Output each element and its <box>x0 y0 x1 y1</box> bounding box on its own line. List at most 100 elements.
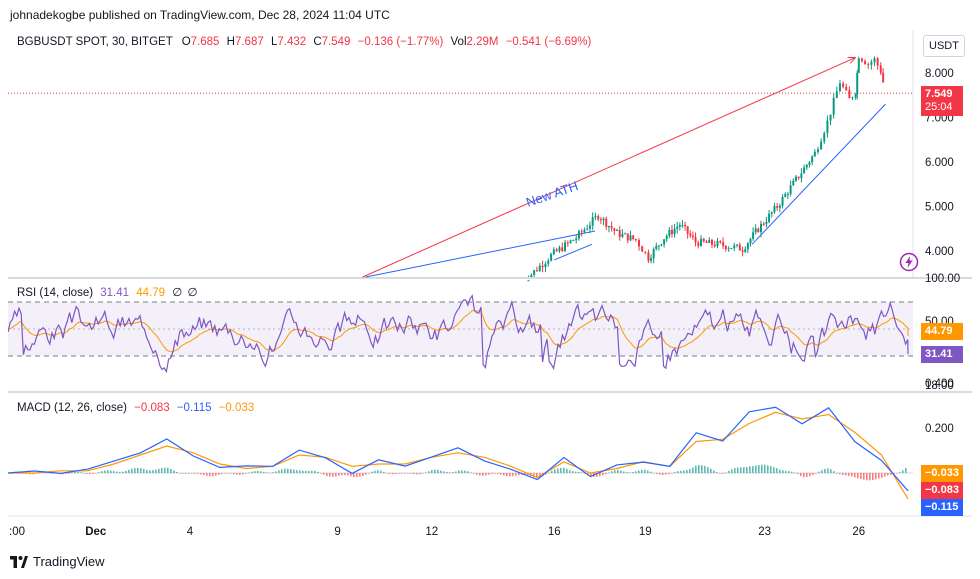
macd-hist-bar <box>158 468 160 473</box>
macd-hist-bar <box>695 465 697 473</box>
macd-hist-bar <box>407 473 409 474</box>
candle-body <box>752 232 755 239</box>
macd-hist-bar <box>371 471 373 473</box>
candle-body <box>800 173 803 179</box>
time-tick-label: 4 <box>187 526 194 538</box>
macd-hist-bar <box>698 464 700 473</box>
macd-hist-bar <box>329 473 331 477</box>
rsi-tick-label: 18.00 <box>925 380 954 392</box>
candle-body <box>535 270 538 272</box>
macd-hist-bar <box>257 470 259 473</box>
macd-hist-bar <box>563 467 565 473</box>
macd-hist-bar <box>272 472 274 473</box>
macd-hist-bar <box>137 467 139 473</box>
candle-body <box>550 254 553 261</box>
macd-hist-bar <box>536 473 538 479</box>
candle-body <box>530 274 533 277</box>
rsi-legend[interactable]: RSI (14, close) 31.41 44.79 ∅ ∅ <box>17 285 198 299</box>
candle-body <box>638 239 640 247</box>
macd-hist-bar <box>500 473 502 475</box>
candle-body <box>784 194 787 197</box>
legend-vol-change: −0.541 (−6.69%) <box>505 36 592 48</box>
macd-legend[interactable]: MACD (12, 26, close) −0.083 −0.115 −0.03… <box>17 402 254 414</box>
candle-body <box>867 64 870 66</box>
candle-body <box>602 218 605 221</box>
macd-hist-bar <box>449 472 451 473</box>
time-tick-label: 26 <box>852 526 865 538</box>
candle-body <box>555 249 558 252</box>
rsi-legend-label: RSI (14, close) <box>17 287 94 299</box>
macd-hist-bar <box>206 473 208 476</box>
candle-body <box>860 58 863 62</box>
candle-body <box>591 217 594 226</box>
macd-hist-bar <box>629 472 631 473</box>
macd-hist-bar <box>551 470 553 473</box>
macd-hist-bar <box>677 471 679 473</box>
candle-body <box>552 249 555 255</box>
candle-body <box>586 228 589 230</box>
publisher-line: johnadekogbe published on TradingView.co… <box>10 8 390 22</box>
macd-hist-bar <box>797 473 799 475</box>
macd-hist-bar <box>470 472 472 473</box>
time-tick-label: 23 <box>758 526 771 538</box>
macd-hist-bar <box>65 473 67 474</box>
macd-hist-bar <box>431 470 433 473</box>
macd-hist-bar <box>368 473 370 474</box>
macd-hist-bar <box>233 473 235 475</box>
macd-hist-bar <box>611 471 613 473</box>
candle-body <box>778 205 781 208</box>
candle-body <box>820 141 823 150</box>
macd-hist-bar <box>113 471 115 473</box>
macd-hist-bar <box>281 469 283 473</box>
candle-body <box>605 218 608 227</box>
candle-body <box>722 242 725 246</box>
macd-pane: 0.400 0.200 <box>8 378 954 500</box>
macd-hist-bar <box>167 467 169 473</box>
macd-hist-bar <box>296 470 298 473</box>
macd-hist-bar <box>239 473 241 475</box>
macd-hist-bar <box>83 473 85 474</box>
candle-body <box>665 235 668 240</box>
candle-body <box>876 58 879 66</box>
macd-hist-bar <box>581 472 583 473</box>
candle-body <box>657 245 660 247</box>
macd-hist-bar <box>566 468 568 473</box>
candle-body <box>838 83 841 92</box>
candle-body <box>857 58 860 73</box>
currency-button[interactable]: USDT <box>923 35 965 57</box>
macd-hist-bar <box>905 468 907 473</box>
macd-hist-bar <box>836 472 838 474</box>
macd-hist-bar <box>509 473 511 477</box>
macd-hist-bar <box>578 471 580 473</box>
macd-hist-bar <box>743 467 745 473</box>
price-badge-countdown: 25:04 <box>925 101 953 113</box>
macd-hist-bar <box>791 471 793 473</box>
legend-symbol: BGBUSDT SPOT, 30, BITGET <box>17 36 173 48</box>
candle-body <box>681 224 684 226</box>
candle-body <box>538 265 541 271</box>
macd-hist-bar <box>221 473 223 475</box>
macd-hist-bar <box>755 465 757 473</box>
candle-body <box>744 249 747 252</box>
rsi-legend-ma: 44.79 <box>136 287 166 299</box>
candle-body <box>757 228 760 233</box>
candle-body <box>845 86 848 91</box>
candle-body <box>851 97 854 99</box>
legend-h-value: 7.687 <box>234 36 264 48</box>
candle-body <box>864 61 867 65</box>
macd-hist-bar <box>398 473 400 474</box>
candle-body <box>547 260 550 264</box>
candle-body <box>632 235 635 239</box>
candle-body <box>689 233 692 236</box>
macd-hist-bar <box>188 473 190 474</box>
macd-hist-bar <box>770 466 772 473</box>
rsi-ma-badge: 44.79 <box>921 323 963 340</box>
macd-hist-bar <box>557 468 559 473</box>
tradingview-footer[interactable]: TradingView <box>10 554 105 569</box>
price-tick-label: 4.000 <box>925 246 954 258</box>
candle-body <box>776 205 779 208</box>
lightning-icon[interactable] <box>899 252 919 272</box>
candle-body <box>610 226 613 229</box>
